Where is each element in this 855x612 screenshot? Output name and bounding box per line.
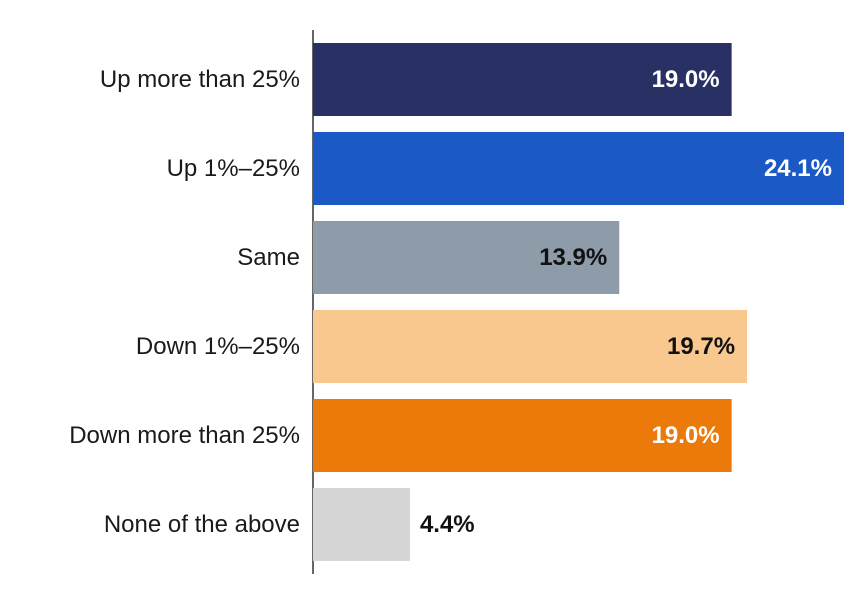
bar-3 — [313, 310, 748, 383]
value-label-2: 13.9% — [539, 244, 607, 271]
bar-5 — [313, 488, 410, 561]
bar-1 — [313, 132, 844, 205]
bar-2 — [313, 221, 620, 294]
category-label-5: None of the above — [104, 511, 300, 538]
category-label-1: Up 1%–25% — [167, 155, 300, 182]
value-label-0: 19.0% — [652, 66, 720, 93]
category-label-4: Down more than 25% — [69, 422, 300, 449]
bar-0 — [313, 43, 732, 116]
value-label-1: 24.1% — [764, 155, 832, 182]
value-label-3: 19.7% — [667, 333, 735, 360]
bars-group: Up more than 25% 19.0% Up 1%–25% 24.1% Same 1… — [69, 43, 844, 561]
category-label-2: Same — [237, 244, 300, 271]
category-label-3: Down 1%–25% — [136, 333, 300, 360]
value-label-5: 4.4% — [420, 511, 475, 538]
value-label-4: 19.0% — [652, 422, 720, 449]
bar-4 — [313, 399, 732, 472]
category-label-0: Up more than 25% — [100, 66, 300, 93]
